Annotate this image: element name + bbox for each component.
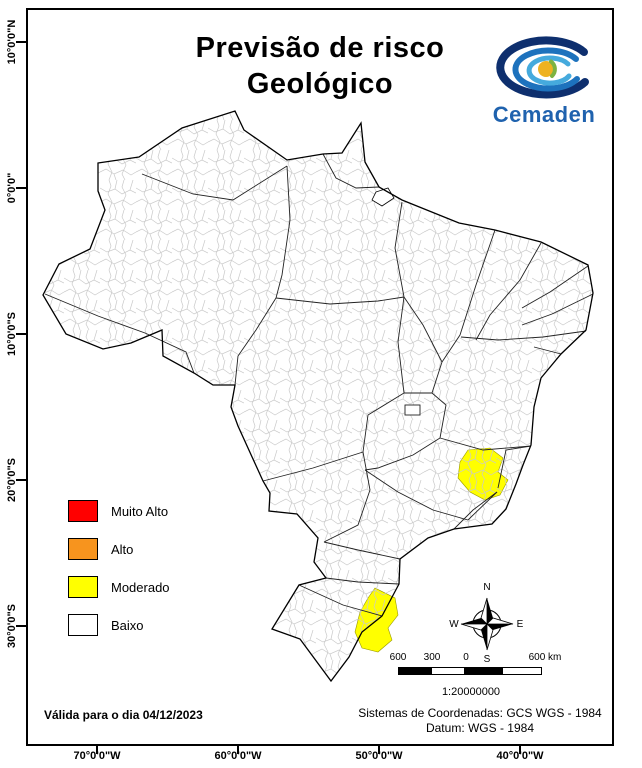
scale-segment [398, 667, 432, 675]
lon-label: 50°0'0"W [355, 750, 403, 762]
lat-label: 20°0'0"S [6, 457, 18, 503]
legend-label: Moderado [111, 579, 170, 595]
page-title-line2: Geológico [246, 68, 394, 100]
scale-ratio: 1:20000000 [441, 686, 501, 698]
lat-label: 10°0'0"S [6, 311, 18, 357]
compass-e-label: E [517, 619, 524, 630]
lat-label: 30°0'0"S [6, 603, 18, 649]
north-arrow-icon: N S E W [449, 582, 524, 665]
cemaden-wordmark: Cemaden [492, 102, 596, 127]
lon-tick [237, 746, 239, 754]
legend-item-muito-alto: Muito Alto [68, 500, 170, 522]
lon-label: 70°0'0"W [73, 750, 121, 762]
lat-tick [16, 625, 26, 627]
compass-rose: N S E W [447, 578, 527, 670]
lon-tick [378, 746, 380, 754]
lat-label: 0°0'0" [6, 172, 18, 204]
legend-label: Baixo [111, 617, 144, 633]
scale-segment [502, 667, 542, 675]
legend-label: Muito Alto [111, 503, 169, 519]
coordinate-system-line: Sistemas de Coordenadas: GCS WGS - 1984 [358, 706, 602, 720]
municipal-boundaries-texture [43, 111, 593, 681]
legend: Muito Alto Alto Moderado Baixo [68, 500, 170, 652]
lat-tick [16, 41, 26, 43]
lon-label: 40°0'0"W [496, 750, 544, 762]
distrito-federal-box [404, 404, 421, 416]
legend-swatch-moderado [68, 576, 98, 598]
legend-swatch-baixo [68, 614, 98, 636]
legend-label: Alto [111, 541, 134, 557]
scale-label-300: 300 [423, 652, 441, 663]
lat-tick [16, 187, 26, 189]
scale-label-0: 0 [463, 652, 469, 663]
scale-bar: 600 300 0 600 km [390, 652, 570, 682]
map-frame [26, 8, 614, 746]
brazil-outline [42, 110, 594, 683]
cemaden-eye-icon [496, 36, 589, 99]
lat-tick [16, 479, 26, 481]
scale-label-600-km: 600 km [528, 652, 562, 663]
lon-label: 60°0'0"W [214, 750, 262, 762]
legend-item-moderado: Moderado [68, 576, 170, 598]
lat-label: 10°0'0"N [6, 19, 18, 65]
scale-bar-segments [398, 667, 542, 675]
scale-segment [431, 667, 465, 675]
legend-item-baixo: Baixo [68, 614, 170, 636]
scale-segment [464, 667, 503, 675]
legend-item-alto: Alto [68, 538, 170, 560]
datum-line: Datum: WGS - 1984 [425, 721, 535, 735]
page-title: Previsão de risco Geológico [130, 30, 510, 102]
page-title-line1: Previsão de risco [195, 32, 445, 64]
cemaden-logo: Cemaden [476, 36, 612, 128]
brazil-risk-map [42, 110, 594, 683]
compass-n-label: N [483, 582, 490, 593]
lon-tick [519, 746, 521, 754]
compass-w-label: W [449, 619, 459, 630]
lon-tick [96, 746, 98, 754]
validity-date-text: Válida para o dia 04/12/2023 [44, 708, 203, 722]
compass-s-label: S [484, 654, 491, 665]
coordinate-system-text: Sistemas de Coordenadas: GCS WGS - 1984 … [352, 706, 608, 736]
legend-swatch-muito-alto [68, 500, 98, 522]
state-boundaries [44, 153, 594, 617]
lat-tick [16, 333, 26, 335]
scale-label-600-left: 600 [389, 652, 407, 663]
legend-swatch-alto [68, 538, 98, 560]
